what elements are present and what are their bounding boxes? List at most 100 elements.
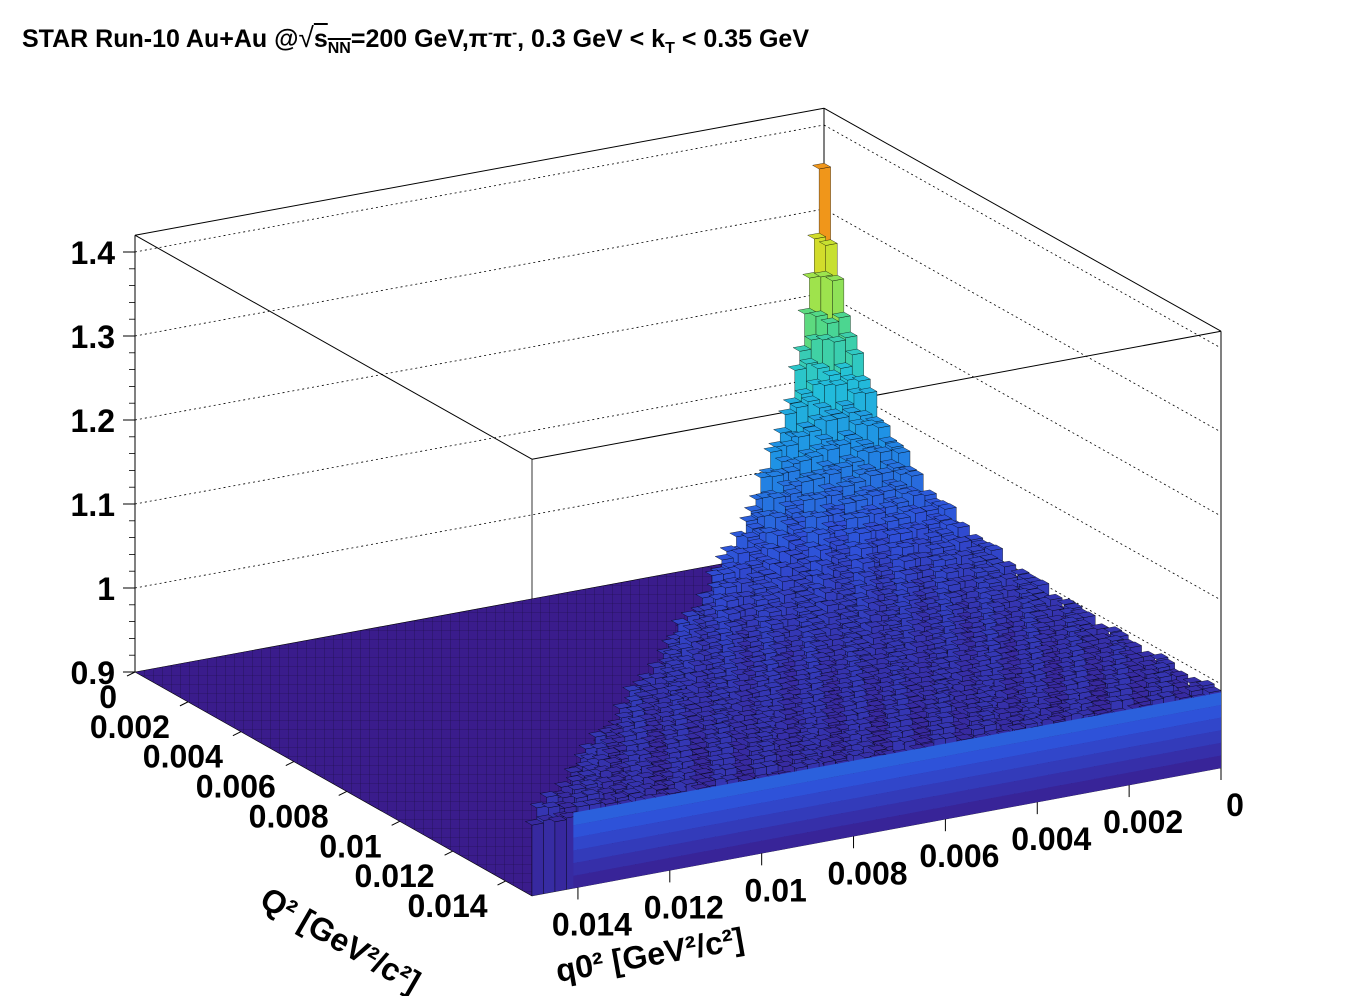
lego-bar [918,689,938,697]
lego-bar [1027,599,1047,606]
lego-bar [889,577,909,584]
lego-bar [1018,718,1038,726]
lego-bar [842,655,862,662]
lego-bar [582,799,602,806]
lego-bar [845,675,865,682]
lego-bar [911,727,931,734]
lego-bar [837,429,857,436]
lego-bar [801,541,821,548]
lego-bar [887,565,907,573]
lego-bar [892,601,912,608]
lego-bar [809,711,829,718]
lego-bar [940,643,960,651]
lego-bar [855,557,876,564]
lego-bar [1001,697,1022,705]
lego-bar [788,762,809,769]
lego-bar [891,447,911,454]
q0-tick-label: 0.01 [745,872,807,908]
lego-bar [993,647,1013,654]
lego-bar [721,608,741,615]
lego-bar [786,524,806,531]
lego-bar [968,636,988,643]
lego-bar [736,590,756,598]
lego-bar [912,661,932,669]
lego-bar [790,596,810,603]
lego-bar [1007,625,1027,632]
lego-bar [1044,706,1064,713]
lego-bar [922,608,942,615]
lego-bar [815,460,836,467]
lego-bar [752,685,772,692]
lego-bar [1076,611,1096,618]
lego-bar [1005,715,1025,722]
Q2-tick-label: 0.002 [90,709,170,745]
lego-bar [782,624,802,631]
lego-bar [821,611,842,619]
lego-bar [978,618,998,625]
lego-bar [1003,706,1023,713]
lego-bar [1025,588,1045,595]
lego-bar [686,726,706,733]
lego-bar [777,408,798,415]
lego-bar [1010,568,1030,575]
lego-bar [1080,635,1100,642]
lego-bar [997,560,1017,568]
lego-bar [758,647,778,655]
lego-bar [689,671,709,678]
lego-bar [760,542,780,550]
lego-bar [684,636,704,643]
lego-bar [930,576,950,583]
lego-bar [646,661,666,669]
lego-bar [825,634,845,641]
lego-bar [937,503,957,510]
lego-bar [1122,641,1143,648]
lego-bar [793,683,813,690]
lego-bar [986,673,1007,681]
lego-bar [955,670,975,677]
lego-bar [1024,647,1044,654]
lego-bar [677,767,697,774]
lego-bar [827,644,847,651]
lego-bar [813,544,833,551]
lego-bar [1096,660,1117,667]
lego-bar [740,728,761,735]
lego-bar [1050,634,1070,641]
lego-bar [1093,642,1113,649]
lego-bar [632,749,652,756]
lego-bar [804,451,824,458]
lego-bar [676,655,696,662]
Q2-tick-label: 0.01 [319,828,381,864]
lego-bar [873,672,893,679]
lego-bar [890,589,910,596]
lego-bar [962,706,982,714]
lego-bar [813,270,833,278]
lego-bar [1046,715,1066,722]
q0-tick-label: 0 [1226,787,1244,823]
z-tick-label: 1.2 [71,403,115,439]
q0-tick-label: 0.012 [644,889,724,925]
lego-bar [723,621,743,628]
lego-bar [878,699,898,706]
lego-bar [960,698,980,705]
lego-bar [623,695,644,702]
lego-bar [665,694,685,701]
lego-bar [1195,680,1215,687]
lego-bar [565,775,585,782]
lego-bar [670,724,690,731]
lego-bar [728,657,748,664]
lego-bar [823,727,843,734]
lego-bar [835,400,855,407]
lego-bar [757,568,777,576]
lego-bar [727,721,747,728]
lego-bar [547,815,567,822]
lego-bar [763,446,783,453]
lego-bar [693,767,713,775]
lego-bar [929,647,949,655]
lego-bar [711,722,731,729]
lego-bar [880,515,900,523]
lego-bar [719,595,740,602]
lego-bar [1102,686,1122,694]
lego-bar [891,512,911,520]
lego-bar [938,732,958,739]
lego-bar [630,738,651,745]
